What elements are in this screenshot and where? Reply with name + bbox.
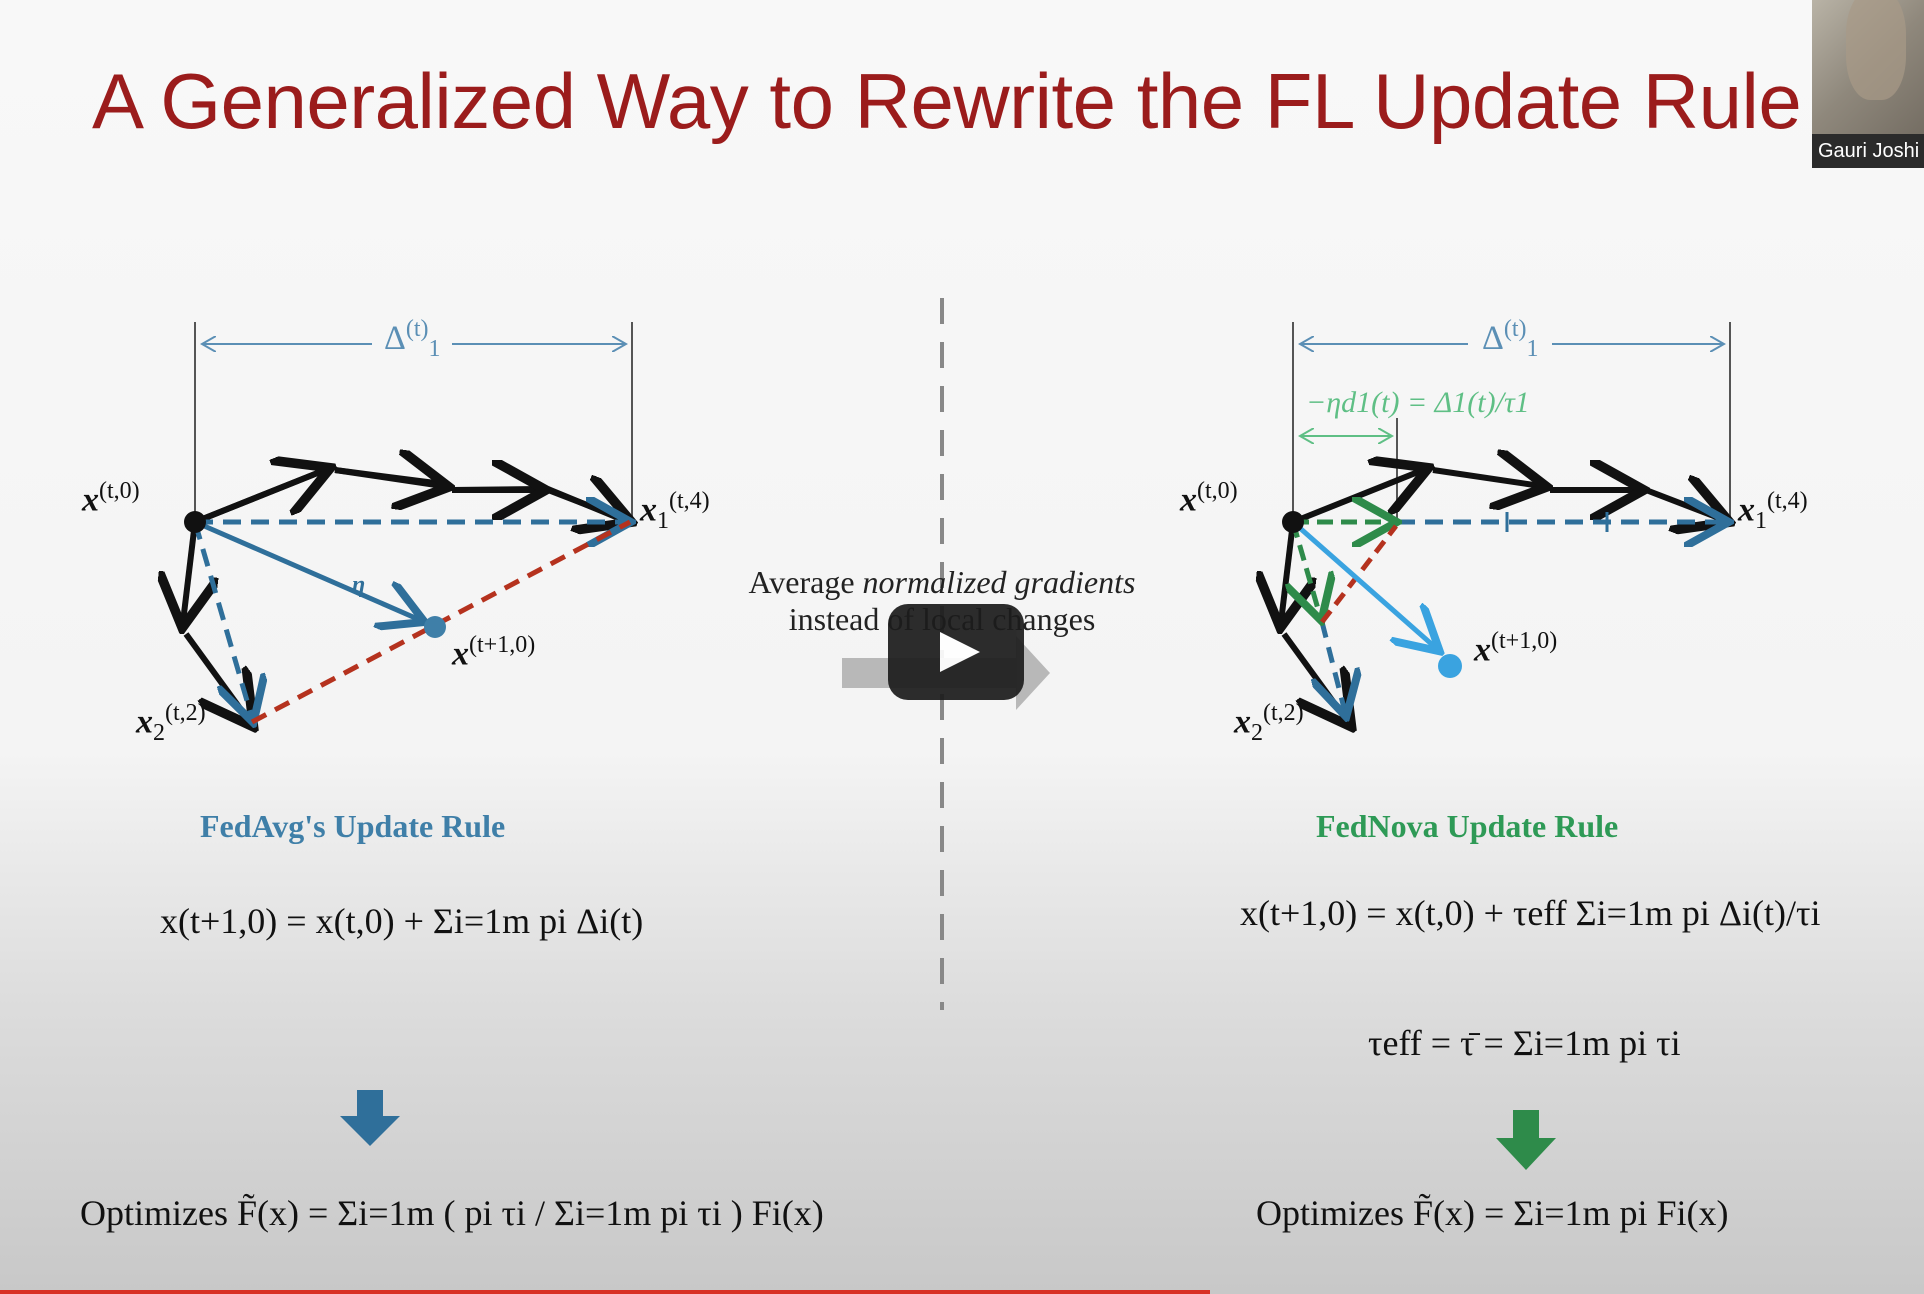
step-arrow [1432,470,1541,486]
start-point [184,511,206,533]
left-xnext-label: x(t+1,0) [452,632,536,673]
right-xnext-label: x(t+1,0) [1474,628,1558,669]
down-arrow-blue [340,1090,400,1146]
left-x-t0-label: x(t,0) [82,478,140,519]
fednova-next-point [1438,654,1462,678]
start-point [1282,511,1304,533]
left-delta-label: Δ(t)1 [384,316,441,363]
step-arrow [1291,470,1423,525]
left-eta-label: η [352,572,366,598]
client2-normalized-dashed [1293,521,1320,616]
video-progress-bar[interactable] [0,1290,1210,1294]
fedavg-optimizes: Optimizes F̃(x) = Σi=1m ( pi τi / Σi=1m … [80,1193,824,1233]
fednova-heading: FedNova Update Rule [1316,808,1619,844]
step-arrow [193,470,325,525]
right-delta-label: Δ(t)1 [1482,316,1539,363]
step-arrow [546,490,626,520]
down-arrow-green [1496,1110,1556,1170]
presenter-face [1846,0,1906,100]
video-play-button[interactable] [888,604,1024,700]
right-x1-label: x1(t,4) [1738,488,1808,535]
client2-delta-dashed [192,521,252,718]
client2-delta-dashed [1322,621,1345,712]
fedavg-update-arrow [194,519,420,620]
right-norm-label: −ηd1(t) = Δ1(t)/τ1 [1306,386,1530,419]
red-connector-dashed [1320,524,1398,624]
fednova-equation: x(t+1,0) = x(t,0) + τeff Σi=1m pi Δi(t)/… [1240,893,1821,933]
fedavg-equation: x(t+1,0) = x(t,0) + Σi=1m pi Δi(t) [160,901,644,941]
fedavg-heading: FedAvg's Update Rule [200,808,506,844]
center-caption-plain: Average [748,564,863,600]
right-diagram [1281,322,1730,722]
left-x2-label: x2(t,2) [136,700,206,747]
right-x2-label: x2(t,2) [1234,700,1304,747]
right-x-t0-label: x(t,0) [1180,478,1238,519]
fednova-tau-eff: τeff = τ̄ = Σi=1m pi τi [1368,1023,1681,1063]
fednova-optimizes: Optimizes F̃(x) = Σi=1m pi Fi(x) [1256,1193,1729,1233]
play-icon [940,632,980,672]
center-caption-italic: normalized gradients [862,564,1136,600]
left-diagram [183,322,632,722]
fedavg-next-point [424,616,446,638]
client2-step-arrow [1281,521,1293,622]
webcam-thumbnail[interactable]: Gauri Joshi [1812,0,1924,168]
fednova-update-arrow [1291,520,1436,648]
client2-step-arrow [183,521,195,622]
step-arrow [1644,490,1724,520]
webcam-name-label: Gauri Joshi [1812,134,1924,168]
step-arrow [334,470,443,486]
slide-title: A Generalized Way to Rewrite the FL Upda… [92,57,1802,145]
left-x1-label: x1(t,4) [640,488,710,535]
